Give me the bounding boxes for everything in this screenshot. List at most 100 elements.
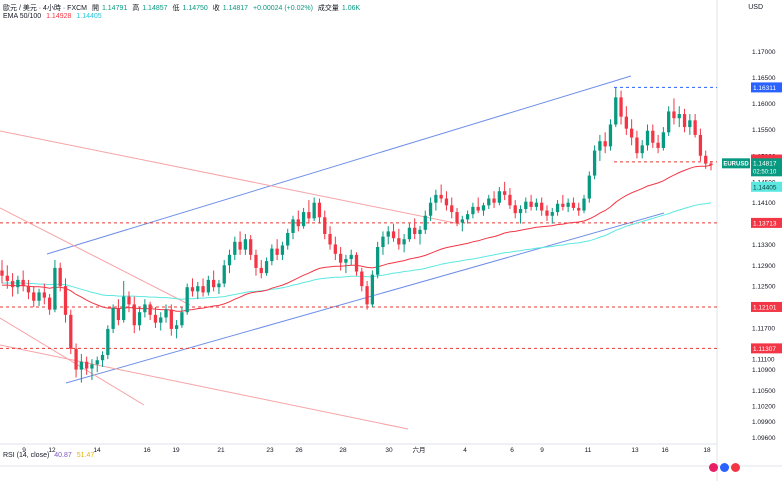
candle-body — [79, 361, 84, 370]
candle-body — [592, 150, 597, 176]
flag-icon[interactable] — [731, 463, 740, 472]
candle-body — [709, 163, 713, 166]
candle-body — [481, 205, 486, 211]
candle-body — [307, 212, 311, 219]
candle-body — [656, 142, 660, 148]
candle-body — [296, 219, 300, 227]
candle-body — [37, 292, 41, 301]
downtrend-line-4[interactable] — [0, 344, 409, 430]
flash-icon[interactable] — [709, 463, 718, 472]
y-tick-label: 1.11700 — [752, 325, 775, 332]
trendline-drawings[interactable] — [0, 75, 665, 430]
candle-body — [16, 279, 20, 288]
candle-body — [301, 212, 306, 227]
candle-body — [365, 286, 369, 305]
horizontal-levels[interactable] — [0, 86, 717, 349]
candle-body — [132, 304, 136, 326]
y-tick-label: 1.09900 — [752, 419, 776, 426]
y-tick-label: 1.13300 — [752, 242, 776, 249]
candle-body — [153, 314, 158, 323]
time-axis[interactable]: 9 12 14 16 19 21 23 26 28 30 六月 4 6 9 11 13 16 18 — [22, 445, 711, 454]
downtrend-line-1[interactable] — [0, 130, 461, 225]
candle-body — [651, 130, 655, 143]
candle-body — [254, 254, 258, 268]
high-label: 高 — [132, 5, 140, 12]
candle-body — [682, 114, 687, 128]
candle-body — [53, 267, 57, 310]
candle-body — [476, 206, 480, 211]
candle-body — [487, 198, 491, 206]
price-tag-text: 1.13713 — [753, 220, 777, 227]
x-tick-label: 16 — [661, 447, 669, 454]
candle-body — [513, 205, 517, 214]
symbol-name-text: EURUSD — [723, 161, 749, 167]
candle-body — [317, 202, 322, 218]
candle-body — [534, 202, 539, 207]
candle-body — [275, 248, 279, 255]
volume-label: 成交量 — [317, 5, 339, 12]
candle-body — [122, 296, 126, 321]
price-tags: 1.163111.149281.14884EURUSD1.1481702:50:… — [722, 82, 782, 354]
rsi-legend[interactable]: RSI (14, close) 40.87 51.47 — [3, 452, 97, 459]
x-tick-label: 9 — [22, 447, 26, 454]
candle-body — [402, 239, 406, 245]
candle-body — [280, 245, 285, 255]
candle-body — [608, 124, 613, 147]
rsi-legend-name: RSI (14, close) — [3, 452, 50, 459]
candle-body — [566, 202, 570, 207]
candle-body — [106, 328, 110, 355]
candle-body — [233, 241, 237, 255]
channel-upper-line[interactable] — [46, 75, 632, 255]
candle-body — [349, 254, 353, 260]
candle-body — [190, 287, 195, 292]
price-tag-text: 1.12101 — [753, 304, 777, 311]
downtrend-line-2[interactable] — [0, 207, 191, 306]
globe-icon[interactable] — [720, 463, 729, 472]
candle-body — [137, 312, 142, 326]
candle-body — [90, 364, 94, 369]
candle-body — [677, 114, 681, 119]
y-tick-label: 1.09600 — [752, 435, 776, 442]
close-label: 收 — [212, 5, 220, 12]
candle-body — [471, 206, 475, 215]
candle-body — [423, 215, 427, 230]
candle-body — [243, 239, 248, 250]
candle-body — [338, 253, 343, 263]
candle-body — [312, 202, 316, 219]
candle-body — [360, 271, 364, 287]
candle-body — [291, 219, 295, 233]
candle-body — [407, 227, 412, 240]
candle-body — [518, 208, 523, 214]
candle-body — [577, 207, 581, 211]
candle-body — [640, 145, 644, 154]
rsi-ma-value: 51.47 — [76, 452, 95, 459]
candle-body — [545, 210, 549, 216]
candle-body — [159, 317, 163, 323]
candle-body — [571, 202, 576, 208]
x-tick-label: 11 — [585, 447, 592, 454]
x-tick-label: 19 — [172, 447, 180, 454]
candle-body — [174, 325, 179, 329]
y-tick-label: 1.17000 — [752, 49, 776, 56]
candle-body — [270, 248, 274, 262]
x-tick-label: 30 — [385, 447, 393, 454]
candle-body — [672, 111, 676, 119]
downtrend-line-3[interactable] — [0, 317, 145, 406]
x-tick-label: 28 — [339, 447, 347, 454]
candle-body — [667, 111, 671, 133]
candle-body — [688, 120, 692, 128]
candle-body — [69, 314, 73, 349]
ema-legend[interactable]: EMA 50/100 1.14928 1.14405 — [3, 13, 105, 20]
candle-body — [418, 229, 422, 234]
candle-body — [58, 267, 62, 287]
channel-lower-line[interactable] — [65, 212, 665, 384]
last-price-text: 1.14817 — [753, 160, 777, 167]
candle-body — [238, 241, 242, 250]
y-tick-label: 1.12900 — [752, 263, 776, 270]
candle-body — [148, 304, 152, 315]
candle-body — [704, 155, 708, 164]
ema100-line — [2, 202, 712, 300]
candle-body — [180, 312, 184, 326]
